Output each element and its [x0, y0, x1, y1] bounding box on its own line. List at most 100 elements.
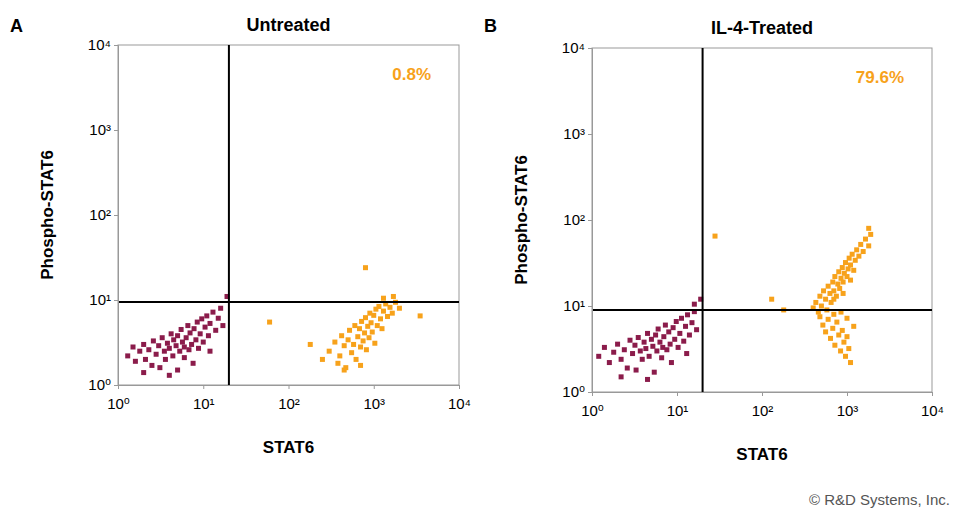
- x-axis-title: STAT6: [263, 438, 314, 457]
- event-point: [397, 306, 402, 311]
- figure: 10⁰10¹10²10³10⁴10⁰10¹10²10³10⁴UntreatedA…: [0, 0, 960, 520]
- event-point: [218, 306, 223, 311]
- event-point: [831, 288, 836, 293]
- event-point: [645, 377, 650, 382]
- quadrant-line: [228, 45, 230, 385]
- event-point: [676, 345, 681, 350]
- event-point: [381, 309, 386, 314]
- event-point: [191, 361, 196, 366]
- event-point: [133, 359, 138, 364]
- event-point: [654, 348, 659, 353]
- event-point: [650, 344, 655, 349]
- tick-mark: [374, 385, 375, 389]
- event-point: [666, 329, 671, 334]
- event-point: [391, 294, 396, 299]
- event-point: [141, 342, 146, 347]
- tick: 10¹: [563, 297, 592, 314]
- event-point: [834, 320, 839, 325]
- event-point: [868, 232, 873, 237]
- event-point: [369, 320, 374, 325]
- tick-mark: [847, 392, 848, 396]
- tick-mark: [114, 130, 118, 131]
- event-point: [653, 333, 658, 338]
- event-point: [381, 296, 386, 301]
- event-point: [167, 346, 172, 351]
- event-point: [681, 339, 686, 344]
- event-point: [820, 323, 825, 328]
- event-point: [371, 313, 376, 318]
- event-point: [652, 370, 657, 375]
- y-axis-title: Phospho-STAT6: [512, 155, 531, 285]
- event-point: [182, 344, 187, 349]
- event-point: [210, 310, 215, 315]
- event-point: [189, 342, 194, 347]
- event-point: [332, 340, 337, 345]
- event-point: [685, 312, 690, 317]
- tick-label: 10⁴: [88, 36, 111, 53]
- event-point: [184, 335, 189, 340]
- tick-label: 10⁴: [562, 39, 585, 56]
- event-point: [619, 374, 624, 379]
- event-point: [671, 325, 676, 330]
- tick-label: 10²: [752, 402, 774, 419]
- panel-label: A: [10, 16, 23, 36]
- quadrant-line: [702, 48, 704, 392]
- tick-label: 10³: [89, 121, 111, 138]
- event-point: [672, 337, 677, 342]
- event-point: [596, 354, 601, 359]
- event-point: [619, 357, 624, 362]
- tick-mark: [588, 220, 592, 221]
- event-point: [177, 349, 182, 354]
- event-point: [713, 234, 718, 239]
- event-point: [817, 294, 822, 299]
- event-point: [354, 357, 359, 362]
- tick: 10¹: [193, 385, 215, 412]
- event-point: [363, 315, 368, 320]
- tick: 10²: [563, 211, 592, 228]
- quadrant-percent: 0.8%: [392, 65, 431, 84]
- event-point: [361, 338, 366, 343]
- tick-label: 10⁰: [107, 395, 130, 412]
- event-point: [615, 342, 620, 347]
- tick-label: 10³: [363, 395, 385, 412]
- event-point: [769, 297, 774, 302]
- event-point: [364, 347, 369, 352]
- event-point: [664, 347, 669, 352]
- event-point: [840, 328, 845, 333]
- tick-label: 10¹: [563, 297, 585, 314]
- panel: 10⁰10¹10²10³10⁴10⁰10¹10²10³10⁴IL-4-Treat…: [484, 16, 944, 464]
- event-point: [636, 335, 641, 340]
- event-point: [826, 317, 831, 322]
- event-point: [866, 226, 871, 231]
- event-point: [817, 314, 822, 319]
- event-point: [661, 334, 666, 339]
- event-point: [832, 274, 837, 279]
- event-point: [162, 349, 167, 354]
- event-point: [668, 342, 673, 347]
- event-point: [692, 302, 697, 307]
- tick: 10⁴: [88, 36, 118, 53]
- tick: 10¹: [667, 392, 689, 419]
- event-point: [370, 330, 375, 335]
- event-point: [850, 252, 855, 257]
- tick-mark: [289, 385, 290, 389]
- event-point: [358, 363, 363, 368]
- event-point: [339, 333, 344, 338]
- tick-mark: [459, 385, 460, 389]
- event-point: [160, 335, 165, 340]
- event-point: [179, 327, 184, 332]
- event-point: [327, 349, 332, 354]
- event-point: [208, 349, 213, 354]
- event-point: [642, 340, 647, 345]
- event-point: [828, 336, 833, 341]
- event-point: [823, 297, 828, 302]
- event-point: [840, 265, 845, 270]
- tick-label: 10³: [837, 402, 859, 419]
- tick: 10¹: [89, 291, 118, 308]
- title: Untreated: [246, 15, 330, 35]
- event-point: [385, 314, 390, 319]
- event-point: [841, 280, 846, 285]
- event-point: [308, 342, 313, 347]
- event-point: [146, 347, 151, 352]
- tick-mark: [114, 45, 118, 46]
